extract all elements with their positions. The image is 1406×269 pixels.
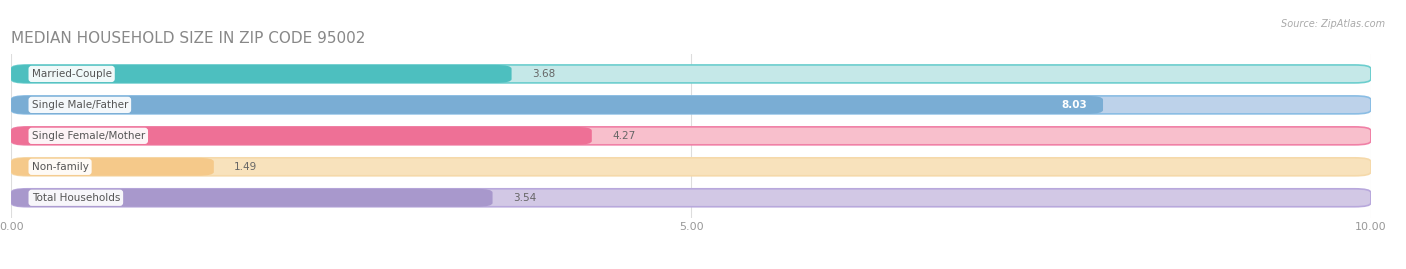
FancyBboxPatch shape bbox=[11, 96, 1104, 114]
FancyBboxPatch shape bbox=[11, 127, 1371, 145]
Text: Married-Couple: Married-Couple bbox=[32, 69, 111, 79]
Text: Single Female/Mother: Single Female/Mother bbox=[32, 131, 145, 141]
Text: 4.27: 4.27 bbox=[612, 131, 636, 141]
FancyBboxPatch shape bbox=[11, 158, 1371, 176]
FancyBboxPatch shape bbox=[11, 127, 592, 145]
Text: 3.68: 3.68 bbox=[531, 69, 555, 79]
FancyBboxPatch shape bbox=[11, 96, 1371, 114]
Text: 3.54: 3.54 bbox=[513, 193, 536, 203]
FancyBboxPatch shape bbox=[11, 189, 1371, 207]
Text: 1.49: 1.49 bbox=[235, 162, 257, 172]
Text: Source: ZipAtlas.com: Source: ZipAtlas.com bbox=[1281, 19, 1385, 29]
Text: Non-family: Non-family bbox=[32, 162, 89, 172]
Text: 8.03: 8.03 bbox=[1062, 100, 1087, 110]
FancyBboxPatch shape bbox=[11, 189, 492, 207]
Text: Total Households: Total Households bbox=[32, 193, 120, 203]
FancyBboxPatch shape bbox=[11, 65, 512, 83]
FancyBboxPatch shape bbox=[11, 158, 214, 176]
Text: MEDIAN HOUSEHOLD SIZE IN ZIP CODE 95002: MEDIAN HOUSEHOLD SIZE IN ZIP CODE 95002 bbox=[11, 31, 366, 46]
Text: Single Male/Father: Single Male/Father bbox=[32, 100, 128, 110]
FancyBboxPatch shape bbox=[11, 65, 1371, 83]
